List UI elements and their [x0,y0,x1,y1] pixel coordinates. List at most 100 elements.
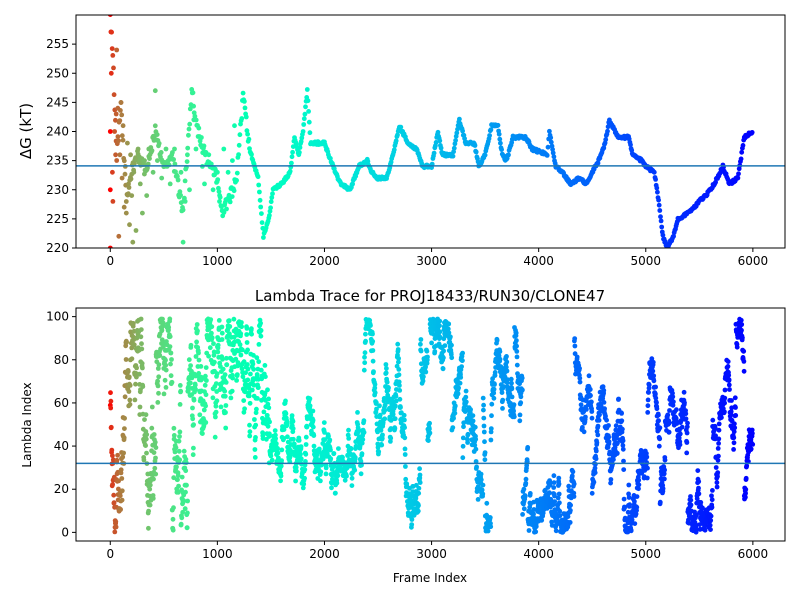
delta-g-point [551,154,557,160]
lambda-point [727,387,732,392]
lambda-point [245,362,250,367]
delta-g-x-ticks: 0 1000 2000 3000 4000 5000 6000 [106,248,768,268]
lambda-point [121,435,127,441]
delta-g-point [259,220,265,226]
x-tick-label: 4000 [523,547,554,561]
lambda-point [646,390,651,395]
lambda-point [251,382,257,388]
lambda-point [334,480,340,486]
lambda-point [153,471,159,477]
lambda-point [247,433,253,439]
lambda-point [276,455,281,461]
lambda-point [310,417,316,423]
delta-g-point [193,146,199,152]
delta-g-point [656,197,661,203]
lambda-point [449,342,454,348]
lambda-point [211,341,216,347]
delta-g-point [240,90,246,96]
lambda-point [262,363,268,368]
lambda-point [139,361,145,366]
lambda-point [480,491,486,497]
lambda-point [181,448,187,454]
delta-g-point [147,156,152,162]
lambda-point [215,342,221,348]
lambda-point [481,429,487,435]
y-tick-label: 250 [46,66,69,80]
lambda-point [499,390,505,395]
lambda-point [150,496,156,501]
lambda-point [619,411,624,416]
delta-g-point [350,181,355,187]
lambda-point [531,511,536,517]
lambda-point [472,424,478,430]
lambda-point [196,357,202,363]
delta-g-point [297,150,302,155]
lambda-point [252,447,258,452]
delta-g-point [242,105,248,111]
lambda-point [266,405,272,411]
lambda-point [304,424,310,430]
lambda-point [722,400,727,406]
lambda-point [662,476,667,482]
delta-g-point [735,175,741,181]
lambda-panel: Lambda Trace for PROJ18433/RUN30/CLONE47… [20,287,786,585]
delta-g-point [544,153,550,158]
lambda-point [441,348,446,354]
lambda-point [247,429,253,435]
lambda-point [285,434,290,440]
delta-g-point [654,185,660,191]
lambda-point [108,424,114,430]
x-tick-label: 5000 [630,547,661,561]
lambda-point [179,474,185,480]
delta-g-point [393,138,399,144]
delta-g-point [120,137,126,143]
lambda-point [715,446,721,451]
delta-g-point [175,177,181,183]
lambda-point [596,417,602,423]
lambda-point [156,374,162,380]
delta-g-point [498,140,503,146]
delta-g-point [119,112,125,118]
lambda-point [593,448,599,454]
delta-g-point [206,152,212,158]
lambda-point [645,465,650,471]
x-tick-label: 5000 [630,254,661,268]
lambda-point [266,396,271,402]
lambda-point [370,339,376,344]
lambda-y-ticks: 0 20 40 60 80 100 [46,310,76,539]
lambda-point [441,355,446,361]
lambda-point [666,420,672,426]
lambda-point [155,366,161,371]
lambda-point [113,519,119,525]
lambda-point [409,517,415,522]
lambda-point [122,415,127,421]
lambda-point [133,381,138,387]
lambda-point [744,463,750,469]
lambda-point [509,394,515,400]
lambda-point [243,370,249,376]
lambda-point [611,457,616,462]
lambda-point [739,322,745,327]
lambda-point [197,412,203,418]
lambda-point [587,387,593,392]
lambda-point [628,528,634,534]
lambda-point [373,400,379,405]
delta-g-point [182,199,188,204]
lambda-point [505,377,510,382]
lambda-point [594,440,600,446]
lambda-point [589,399,594,405]
lambda-point [572,336,578,341]
lambda-point [188,380,193,386]
lambda-point [246,393,252,399]
delta-g-point [201,143,207,149]
lambda-point [725,359,731,364]
delta-g-point [243,114,249,120]
lambda-point [696,491,702,497]
delta-g-point [142,158,147,164]
delta-g-point [236,152,242,158]
lambda-point [146,525,151,531]
lambda-point [222,388,228,394]
lambda-point [603,413,608,419]
lambda-point [296,438,302,443]
lambda-point [437,329,443,335]
